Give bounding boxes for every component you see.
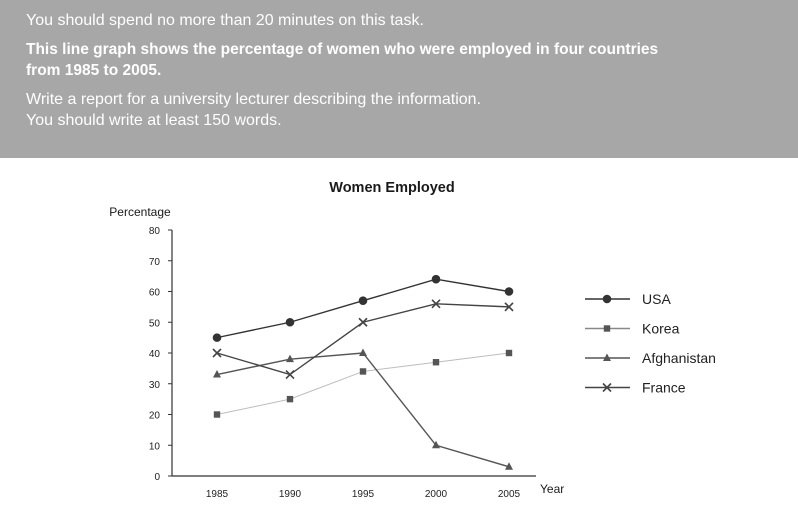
y-tick-label: 50 [149,318,161,329]
x-axis-label: Year [540,482,564,496]
legend-label-korea: Korea [642,321,680,337]
data-point-france [358,317,368,327]
data-point-afghanistan [359,348,367,356]
legend-item-korea: Korea [585,321,680,337]
chart-area: Women Employed Percentage Year 0 10 20 30 40… [0,158,798,510]
y-tick-label: 80 [149,226,161,237]
data-point-korea [286,395,294,403]
x-tick-label: 2000 [425,489,448,500]
legend-item-france: France [585,380,686,396]
series-line-france [216,303,510,376]
data-point-afghanistan [286,354,294,363]
data-point-korea [359,368,367,375]
task-report-instruction: Write a report for a university lecturer… [26,91,482,108]
chart-title: Women Employed [329,180,454,196]
y-tick-label: 60 [149,288,161,299]
series-line-usa [216,278,510,339]
data-point-france [212,348,222,358]
data-point-usa [431,274,441,284]
data-point-usa [285,317,295,327]
legend-marker-usa [602,294,612,304]
task-instructions-panel: You should spend no more than 20 minutes… [0,0,798,158]
x-tick-label: 1990 [279,489,302,500]
legend-item-afghanistan: Afghanistan [585,350,716,366]
legend-marker-afghanistan [603,353,611,361]
data-point-korea [505,349,513,357]
legend-item-usa: USA [585,291,671,307]
legend-label-france: France [642,380,686,396]
legend-label-afghanistan: Afghanistan [642,350,716,366]
data-point-france [504,302,514,312]
series-korea [213,349,513,418]
y-tick-label: 0 [154,472,160,483]
data-point-usa [504,287,514,296]
legend-marker-france [602,382,612,393]
y-tick-label: 20 [149,411,161,422]
data-point-afghanistan [213,370,221,378]
task-time-instruction: You should spend no more than 20 minutes… [26,12,424,29]
data-point-france [431,299,441,309]
y-tick-label: 10 [149,441,161,452]
y-tick-label: 30 [149,380,161,391]
legend-marker-korea [603,325,611,332]
data-point-korea [432,359,440,366]
data-point-usa [358,296,368,306]
task-description-line-2: from 1985 to 2005. [26,62,162,79]
y-tick-label: 40 [149,349,161,360]
legend-label-usa: USA [642,291,671,307]
task-word-count-instruction: You should write at least 150 words. [26,112,282,129]
data-point-usa [212,333,222,342]
x-tick-label: 1985 [206,489,229,500]
task-description-line-1: This line graph shows the percentage of … [26,41,659,58]
x-tick-label: 2005 [498,489,521,500]
series-afghanistan [213,348,513,470]
data-point-afghanistan [432,440,440,449]
series-france [212,299,514,380]
line-chart: Women Employed Percentage Year 0 10 20 30 40… [109,180,716,500]
x-tick-label: 1995 [352,489,375,500]
series-line-korea [216,352,510,415]
y-axis-label: Percentage [109,205,171,219]
data-point-korea [213,411,221,418]
data-point-afghanistan [505,462,513,470]
data-point-france [285,369,295,380]
y-tick-label: 70 [149,257,161,268]
series-usa [212,274,514,342]
